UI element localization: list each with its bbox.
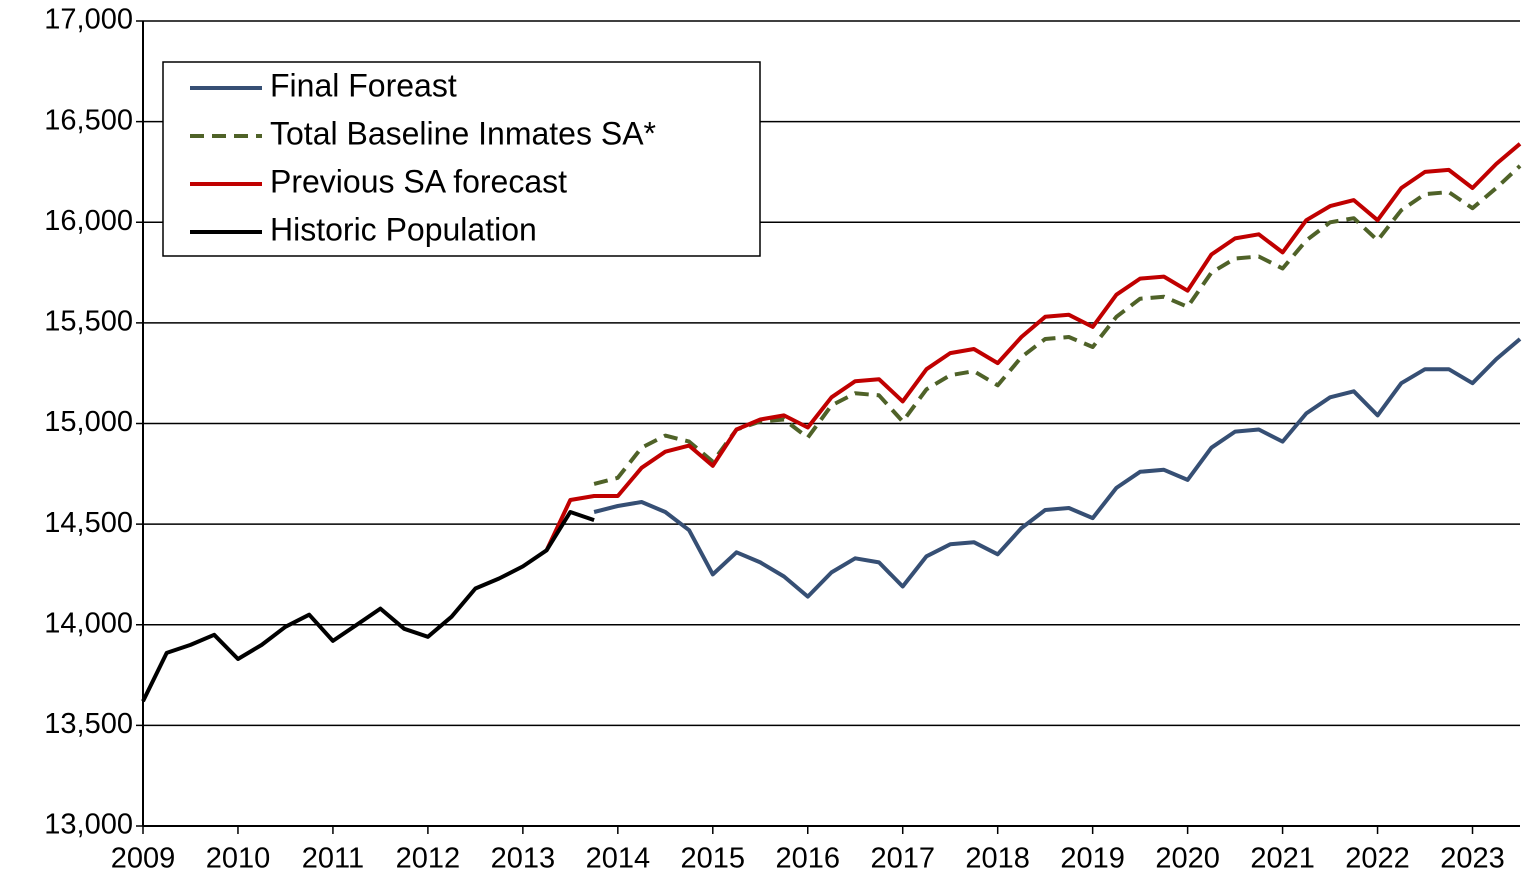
y-tick-label: 15,000 [44, 406, 133, 438]
x-tick-label: 2019 [1060, 843, 1125, 875]
legend-label: Previous SA forecast [270, 163, 567, 199]
x-tick-label: 2018 [965, 843, 1030, 875]
x-tick-label: 2014 [586, 843, 651, 875]
y-tick-label: 13,500 [44, 708, 133, 740]
legend-label: Total Baseline Inmates SA* [270, 115, 656, 151]
y-tick-label: 16,500 [44, 104, 133, 136]
y-tick-label: 17,000 [44, 4, 133, 36]
series-line [141, 510, 595, 703]
x-tick-label: 2013 [491, 843, 556, 875]
series-line [593, 337, 1522, 599]
legend-label: Historic Population [270, 211, 537, 247]
x-tick-label: 2011 [302, 843, 364, 875]
y-tick-label: 14,000 [44, 607, 133, 639]
y-tick-label: 15,500 [44, 306, 133, 338]
legend: Final Foreast Total Baseline Inmates SA* P… [162, 61, 761, 257]
series-line [593, 164, 1522, 486]
x-tick-label: 2021 [1250, 843, 1315, 875]
x-tick-label: 2017 [870, 843, 935, 875]
legend-label: Final Foreast [270, 67, 457, 103]
x-tick-label: 2016 [776, 843, 841, 875]
x-tick-label: 2020 [1155, 843, 1220, 875]
series-line [544, 142, 1522, 552]
y-tick-label: 13,000 [44, 809, 133, 841]
legend-box [162, 61, 761, 257]
x-tick-label: 2023 [1440, 843, 1505, 875]
x-tick-label: 2010 [206, 843, 271, 875]
y-tick-label: 16,000 [44, 205, 133, 237]
x-tick-label: 2022 [1345, 843, 1410, 875]
x-tick-label: 2009 [111, 843, 176, 875]
y-tick-label: 14,500 [44, 507, 133, 539]
x-tick-label: 2015 [681, 843, 746, 875]
x-tick-label: 2012 [396, 843, 461, 875]
